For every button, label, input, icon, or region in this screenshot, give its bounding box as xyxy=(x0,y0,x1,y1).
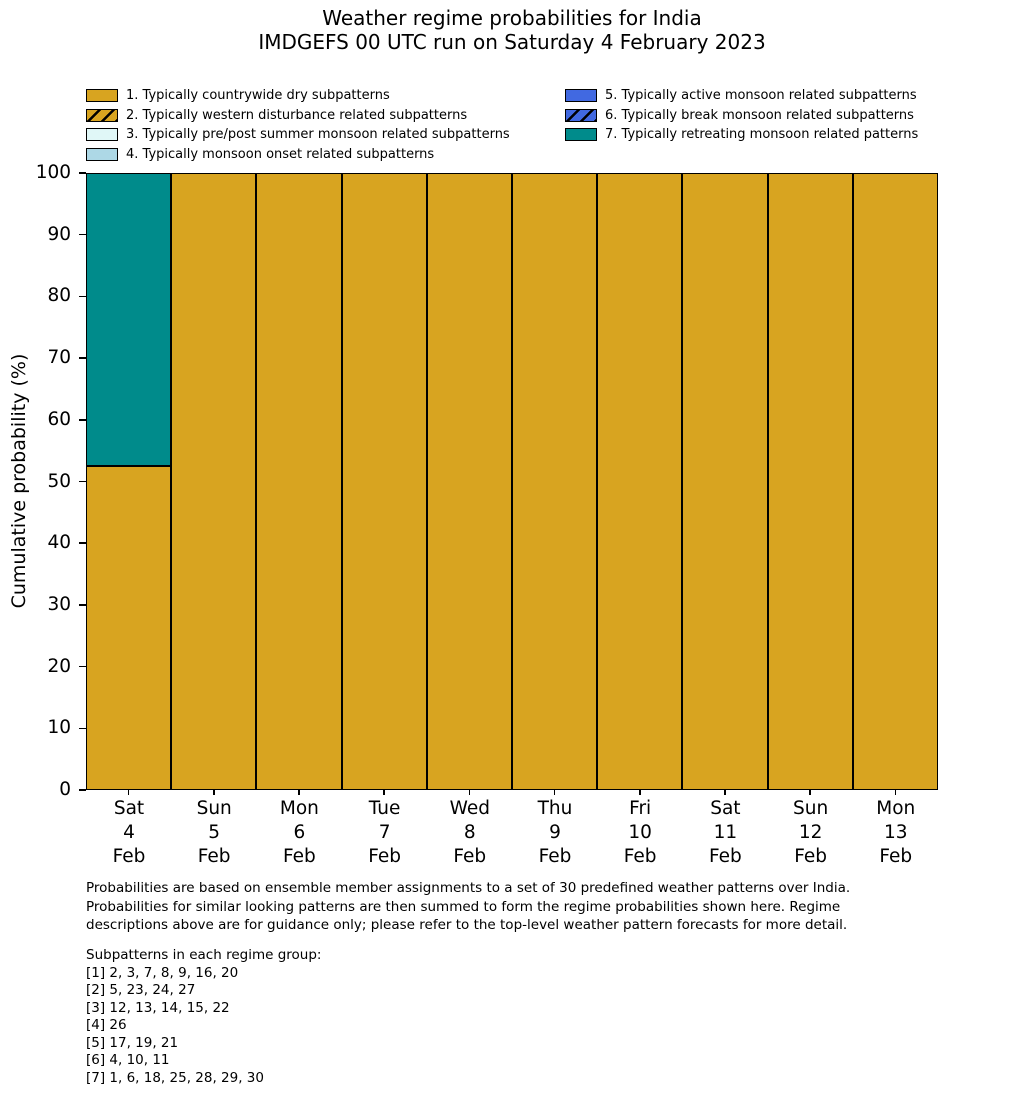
x-tick-label: Fri 10 Feb xyxy=(623,798,657,867)
legend-label: 1. Typically countrywide dry subpatterns xyxy=(126,88,390,104)
subpatterns-line: [2] 5, 23, 24, 27 xyxy=(86,982,196,998)
y-tick-label: 70 xyxy=(47,347,71,369)
x-tick-label: Sat 11 Feb xyxy=(709,798,742,867)
chart-title: Weather regime probabilities for India I… xyxy=(86,6,938,54)
subpatterns-line: [6] 4, 10, 11 xyxy=(86,1052,170,1068)
bar-segment xyxy=(86,173,172,467)
subpatterns-heading: Subpatterns in each regime group: xyxy=(86,947,322,963)
bar-segment xyxy=(86,466,172,790)
legend-item: 3. Typically pre/post summer monsoon rel… xyxy=(86,125,510,145)
y-tick-label: 40 xyxy=(47,532,71,554)
x-tick-mark xyxy=(809,790,811,795)
y-tick-mark xyxy=(79,295,86,298)
y-tick-label: 80 xyxy=(47,285,71,307)
legend-label: 6. Typically break monsoon related subpa… xyxy=(605,107,914,123)
chart-title-line1: Weather regime probabilities for India xyxy=(322,6,702,30)
x-tick-mark xyxy=(639,790,641,795)
bar-segment xyxy=(256,173,342,790)
legend-swatch-icon xyxy=(86,128,118,142)
x-tick-mark xyxy=(468,790,471,795)
legend-swatch-icon xyxy=(86,108,118,122)
y-tick-mark xyxy=(79,665,86,668)
y-tick-mark xyxy=(79,542,86,544)
legend-label: 2. Typically western disturbance related… xyxy=(126,107,468,123)
bar-segment xyxy=(512,173,598,790)
bar-segment xyxy=(426,173,512,790)
footnote-line: Probabilities for similar looking patter… xyxy=(86,898,841,915)
y-tick-label: 20 xyxy=(47,655,71,677)
y-tick-mark xyxy=(79,357,86,359)
y-tick-mark xyxy=(79,419,86,421)
bar-segment xyxy=(341,173,427,790)
legend-item: 4. Typically monsoon onset related subpa… xyxy=(86,145,510,165)
x-tick-label: Mon 13 Feb xyxy=(876,798,916,867)
legend-column-left: 1. Typically countrywide dry subpatterns… xyxy=(86,86,510,164)
legend-swatch-icon xyxy=(86,148,118,162)
x-tick-mark xyxy=(894,790,897,795)
y-tick-label: 30 xyxy=(47,593,71,615)
subpatterns-line: [1] 2, 3, 7, 8, 9, 16, 20 xyxy=(86,964,239,981)
x-tick-mark xyxy=(553,790,556,795)
y-tick-label: 10 xyxy=(47,717,71,739)
subpatterns-line: [4] 26 xyxy=(86,1017,127,1033)
y-tick-label: 0 xyxy=(59,779,71,800)
x-tick-mark xyxy=(383,790,385,795)
subpatterns-line: [3] 12, 13, 14, 15, 22 xyxy=(86,999,230,1016)
y-tick-label: 60 xyxy=(47,408,71,430)
legend-label: 7. Typically retreating monsoon related … xyxy=(605,127,919,143)
y-tick-label: 100 xyxy=(35,162,71,183)
footnote-line: descriptions above are for guidance only… xyxy=(86,917,848,933)
x-tick-mark xyxy=(127,790,130,795)
legend-swatch-icon xyxy=(565,128,597,142)
legend-item: 5. Typically active monsoon related subp… xyxy=(565,86,918,106)
x-tick-label: Sun 12 Feb xyxy=(792,798,829,867)
x-tick-label: Thu 9 Feb xyxy=(537,798,573,867)
legend-item: 6. Typically break monsoon related subpa… xyxy=(565,106,918,126)
y-tick-mark xyxy=(79,233,86,236)
x-tick-mark xyxy=(298,790,300,795)
x-tick-label: Tue 7 Feb xyxy=(368,798,401,867)
legend-swatch-icon xyxy=(86,89,118,103)
x-tick-label: Sat 4 Feb xyxy=(112,798,146,867)
x-tick-label: Mon 6 Feb xyxy=(279,798,319,867)
y-tick-mark xyxy=(79,172,86,174)
x-tick-label: Wed 8 Feb xyxy=(449,798,490,867)
plot-area xyxy=(86,173,938,790)
bar-segment xyxy=(682,173,768,790)
footnote-line: Probabilities are based on ensemble memb… xyxy=(86,880,851,896)
x-tick-label: Sun 5 Feb xyxy=(196,798,232,867)
subpatterns-line: [7] 1, 6, 18, 25, 28, 29, 30 xyxy=(86,1069,264,1086)
x-tick-mark xyxy=(724,790,726,795)
chart-title-line2: IMDGEFS 00 UTC run on Saturday 4 Februar… xyxy=(258,30,766,54)
y-tick-label: 50 xyxy=(47,470,71,492)
subpatterns-block: Subpatterns in each regime group: [1] 2,… xyxy=(86,947,321,1087)
bar-segment xyxy=(767,173,853,790)
legend-item: 1. Typically countrywide dry subpatterns xyxy=(86,86,510,106)
y-tick-mark xyxy=(79,480,86,483)
legend-column-right: 5. Typically active monsoon related subp… xyxy=(565,86,918,145)
legend-label: 4. Typically monsoon onset related subpa… xyxy=(126,147,435,163)
legend-item: 2. Typically western disturbance related… xyxy=(86,106,510,126)
footnote: Probabilities are based on ensemble memb… xyxy=(86,879,850,935)
bar-segment xyxy=(597,173,683,790)
x-tick-mark xyxy=(213,790,215,795)
y-tick-label: 90 xyxy=(47,223,71,245)
y-tick-mark xyxy=(79,604,86,606)
bar-segment xyxy=(171,173,257,790)
legend-item: 7. Typically retreating monsoon related … xyxy=(565,125,918,145)
y-tick-mark xyxy=(79,727,86,730)
bar-segment xyxy=(852,173,938,790)
legend-swatch-icon xyxy=(565,89,597,103)
y-tick-mark xyxy=(79,789,86,791)
subpatterns-line: [5] 17, 19, 21 xyxy=(86,1034,179,1051)
legend-label: 5. Typically active monsoon related subp… xyxy=(605,88,917,104)
legend-swatch-icon xyxy=(565,108,597,122)
legend-label: 3. Typically pre/post summer monsoon rel… xyxy=(126,127,510,143)
